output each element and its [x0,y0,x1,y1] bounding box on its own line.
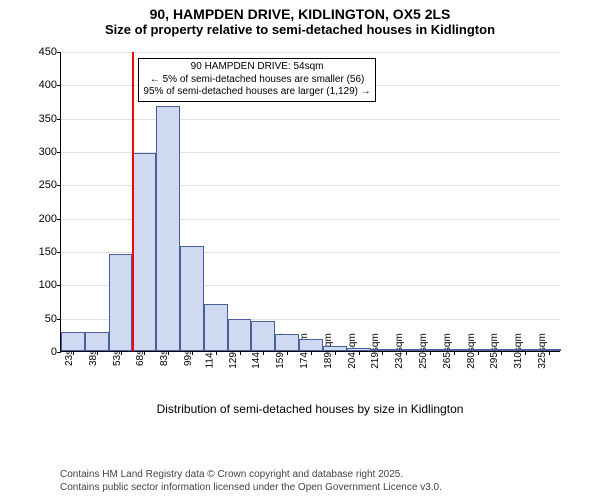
x-tick-mark [359,351,360,355]
x-tick-mark [311,351,312,355]
x-tick-mark [216,351,217,355]
x-tick-mark [549,351,550,355]
y-tick-label: 50 [45,313,61,325]
x-tick-label: 234sqm [388,333,405,369]
x-tick-mark [335,351,336,355]
histogram-bar [442,349,466,351]
x-tick-label: 280sqm [460,333,477,369]
callout-line-3: 95% of semi-detached houses are larger (… [143,86,370,99]
histogram-bar [323,346,347,351]
grid-line [61,119,560,120]
histogram-bar [466,349,490,351]
y-tick-label: 150 [39,246,61,258]
y-tick-label: 200 [39,213,61,225]
y-tick-label: 450 [39,46,61,58]
title-line-2: Size of property relative to semi-detach… [0,22,600,37]
y-tick-label: 100 [39,279,61,291]
x-tick-mark [501,351,502,355]
histogram-bar [132,153,156,351]
grid-line [61,52,560,53]
histogram-bar [61,332,85,351]
title-line-1: 90, HAMPDEN DRIVE, KIDLINGTON, OX5 2LS [0,0,600,22]
histogram-bar [204,304,228,351]
x-tick-label: 295sqm [484,333,501,369]
histogram-bar [490,349,514,351]
histogram-bar [371,349,395,351]
x-tick-mark [382,351,383,355]
page-root: { "title_line1": "90, HAMPDEN DRIVE, KID… [0,0,600,500]
x-tick-mark [478,351,479,355]
x-tick-mark [144,351,145,355]
histogram-bar [347,348,371,351]
y-tick-label: 350 [39,113,61,125]
plot-area: 05010015020025030035040045023sqm38sqm53s… [60,52,560,352]
x-tick-label: 219sqm [365,333,382,369]
x-tick-mark [240,351,241,355]
x-tick-mark [263,351,264,355]
x-tick-mark [430,351,431,355]
x-tick-mark [406,351,407,355]
x-tick-mark [192,351,193,355]
histogram-bar [299,339,323,351]
x-tick-mark [454,351,455,355]
y-tick-label: 400 [39,79,61,91]
histogram-bar [85,332,109,351]
x-axis-caption: Distribution of semi-detached houses by … [60,402,560,416]
callout-line-2: ← 5% of semi-detached houses are smaller… [143,74,370,87]
x-tick-mark [73,351,74,355]
x-tick-mark [287,351,288,355]
x-tick-label: 204sqm [341,333,358,369]
attribution-line-2: Contains public sector information licen… [60,482,442,495]
attribution: Contains HM Land Registry data © Crown c… [60,469,442,494]
x-tick-mark [121,351,122,355]
x-tick-mark [525,351,526,355]
x-tick-label: 310sqm [507,333,524,369]
y-tick-label: 300 [39,146,61,158]
x-tick-label: 250sqm [412,333,429,369]
histogram-bar [537,349,561,351]
x-tick-mark [97,351,98,355]
histogram-bar [156,106,180,351]
y-tick-label: 250 [39,179,61,191]
histogram-bar [109,254,133,351]
histogram-bar [275,334,299,351]
x-tick-mark [168,351,169,355]
reference-line [132,52,134,351]
histogram-bar [513,349,537,351]
x-tick-label: 325sqm [531,333,548,369]
histogram-bar [418,349,442,351]
reference-callout: 90 HAMPDEN DRIVE: 54sqm← 5% of semi-deta… [138,58,375,102]
callout-line-1: 90 HAMPDEN DRIVE: 54sqm [143,61,370,74]
x-tick-label: 265sqm [436,333,453,369]
chart-container: Number of semi-detached properties 05010… [0,42,600,422]
histogram-bar [251,321,275,351]
attribution-line-1: Contains HM Land Registry data © Crown c… [60,469,442,482]
histogram-bar [394,349,418,351]
histogram-bar [228,319,252,351]
histogram-bar [180,246,204,351]
